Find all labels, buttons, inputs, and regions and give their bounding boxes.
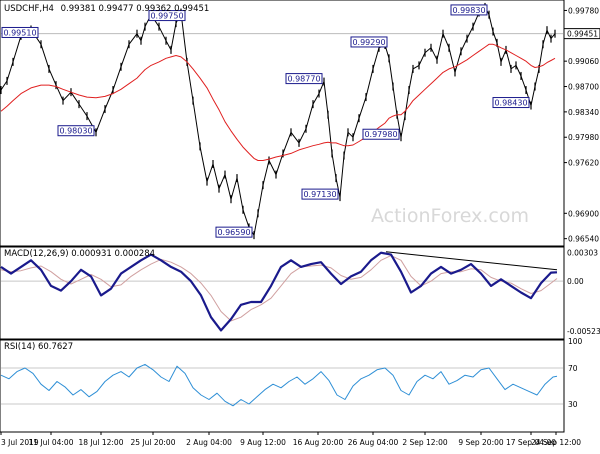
- moving-average-line: [0, 43, 556, 161]
- x-axis-label: 2 Aug 04:00: [186, 438, 232, 447]
- macd-y-tick-label: 0.00303: [567, 248, 598, 257]
- price-annotation-label: 0.99290: [352, 38, 385, 47]
- price-y-tick-label: 0.99780: [568, 6, 599, 15]
- rsi-y-tick-label: 30: [568, 400, 578, 409]
- price-annotation-box: [57, 125, 95, 137]
- current-price-label: 0.99451: [567, 30, 598, 39]
- price-y-tick-label: 0.97980: [568, 133, 599, 142]
- price-panel: [0, 0, 565, 247]
- x-axis-label: 2 Sep 12:00: [402, 438, 448, 447]
- x-axis-label: 25 Jul 20:00: [131, 438, 176, 447]
- rsi-line: [0, 363, 558, 407]
- macd-line: [0, 251, 558, 332]
- price-annotation-label: 0.97130: [303, 190, 336, 199]
- price-y-tick-label: 0.98340: [568, 108, 599, 117]
- macd-y-tick-label: 0.00: [567, 277, 584, 286]
- price-annotation-box: [148, 10, 186, 22]
- price-title: USDCHF,H4 0.99381 0.99477 0.99362 0.9945…: [4, 4, 209, 14]
- macd-title: MACD(12,26,9) 0.000931 0.000284: [4, 249, 155, 259]
- x-axis-label: 9 Aug 12:00: [240, 438, 286, 447]
- x-axis-label: 9 Sep 20:00: [458, 438, 504, 447]
- price-annotation-label: 0.99510: [3, 28, 36, 37]
- watermark: ActionForex.com: [371, 205, 529, 227]
- macd-trendline: [385, 251, 558, 271]
- rsi-panel: [0, 339, 565, 433]
- price-annotation-box: [301, 188, 339, 200]
- rsi-y-tick-label: 100: [568, 337, 583, 346]
- price-annotation-box: [450, 4, 488, 16]
- symbol-label: USDCHF,H4: [4, 4, 54, 14]
- current-price-box: [563, 28, 600, 40]
- price-annotation-box: [1, 26, 39, 38]
- price-y-tick-label: 0.96540: [568, 235, 599, 244]
- price-annotation-box: [350, 36, 388, 48]
- price-annotation-label: 0.96590: [217, 228, 250, 237]
- x-axis-label: 24 Sep 12:00: [531, 438, 581, 447]
- price-annotation-box: [362, 128, 400, 140]
- price-annotation-label: 0.97980: [364, 130, 397, 139]
- x-axis-label: 11 Jul 04:00: [29, 438, 74, 447]
- price-annotation-label: 0.99750: [150, 12, 183, 21]
- macd-y-tick-label: -0.005236: [567, 327, 600, 336]
- x-axis-label: 3 Jul 2019: [1, 438, 39, 447]
- x-axis-label: 18 Jul 12:00: [79, 438, 124, 447]
- rsi-y-tick-label: 70: [568, 364, 578, 373]
- price-annotation-box: [492, 97, 530, 109]
- x-axis-label: 17 Sep 04:00: [506, 438, 556, 447]
- price-annotation-label: 0.99830: [452, 6, 485, 15]
- price-y-tick-label: 0.98700: [568, 83, 599, 92]
- price-annotation-label: 0.98030: [59, 127, 92, 136]
- price-annotation-box: [285, 73, 323, 85]
- macd-signal-line: [0, 255, 558, 322]
- ohlc-header: 0.99381 0.99477 0.99362 0.99451: [61, 4, 210, 14]
- macd-panel: [0, 246, 565, 340]
- x-axis-label: 26 Aug 04:00: [348, 438, 399, 447]
- price-annotation-label: 0.98430: [494, 99, 527, 108]
- x-axis-label: 16 Aug 20:00: [293, 438, 344, 447]
- price-y-tick-label: 0.99060: [568, 57, 599, 66]
- price-annotation-label: 0.98770: [287, 75, 320, 84]
- rsi-title: RSI(14) 60.7627: [4, 342, 73, 352]
- price-y-tick-label: 0.96900: [568, 209, 599, 218]
- price-y-tick-label: 0.97620: [568, 159, 599, 168]
- price-annotation-box: [215, 226, 253, 238]
